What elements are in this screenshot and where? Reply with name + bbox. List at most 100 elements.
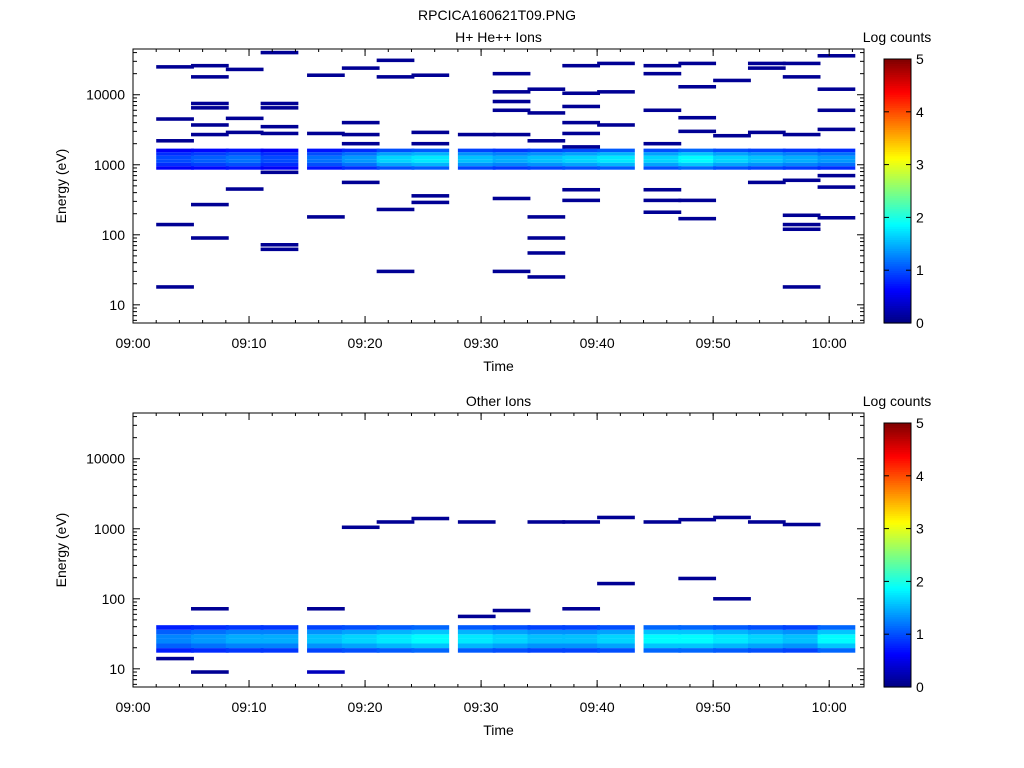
- band-cell: [678, 638, 717, 644]
- data-cell: [341, 66, 380, 70]
- band-cell: [492, 629, 531, 635]
- colorbar-segment: [884, 109, 911, 113]
- colorbar-segment: [884, 431, 911, 435]
- band-cell: [341, 166, 380, 170]
- colorbar-segment: [884, 546, 911, 549]
- band-cell: [457, 638, 496, 644]
- band-cell: [562, 638, 601, 644]
- data-cell: [411, 130, 450, 135]
- data-cell: [457, 520, 496, 524]
- colorbar-segment: [884, 263, 911, 267]
- data-cell: [376, 58, 415, 63]
- band-cell: [562, 148, 601, 153]
- band-cell: [225, 159, 264, 163]
- band-cell: [597, 625, 635, 630]
- data-cell: [678, 517, 717, 522]
- band-cell: [747, 159, 786, 163]
- band-cell: [156, 155, 194, 160]
- data-cell: [678, 198, 717, 203]
- band-cell: [411, 159, 450, 163]
- band-cell: [457, 629, 496, 635]
- colorbar-segment: [884, 215, 911, 218]
- band-cell: [678, 152, 717, 156]
- band-cell: [341, 629, 380, 635]
- band-cell: [492, 166, 531, 170]
- data-cell: [747, 520, 786, 524]
- band-cell: [562, 634, 601, 639]
- data-cell: [492, 608, 531, 613]
- colorbar-segment: [884, 491, 911, 494]
- band-cell: [260, 634, 299, 639]
- colorbar-segment: [884, 314, 911, 317]
- data-cell: [411, 194, 450, 198]
- colorbar-segment: [884, 632, 911, 635]
- colorbar-segment: [884, 312, 911, 315]
- data-cell: [747, 66, 786, 70]
- colorbar-segment: [884, 475, 911, 479]
- colorbar-segment: [884, 305, 911, 309]
- colorbar-segment: [884, 162, 911, 166]
- colorbar-segment: [884, 438, 911, 442]
- data-cell: [817, 173, 856, 178]
- colorbar-segment: [884, 221, 911, 225]
- colorbar-segment: [884, 654, 911, 657]
- band-cell: [411, 643, 450, 649]
- colorbar-segment: [884, 541, 911, 545]
- band-cell: [597, 162, 635, 167]
- data-cell: [492, 71, 531, 76]
- band-cell: [527, 643, 566, 649]
- band-cell: [747, 638, 786, 644]
- band-cell: [341, 162, 380, 167]
- colorbar-segment: [884, 462, 911, 466]
- band-cell: [376, 152, 415, 156]
- colorbar-segment: [884, 320, 911, 324]
- colorbar-segment: [884, 533, 911, 536]
- band-cell: [191, 625, 229, 630]
- band-cell: [260, 625, 299, 630]
- colorbar-segment: [884, 440, 911, 444]
- colorbar-segment: [884, 519, 911, 523]
- band-cell: [376, 643, 415, 649]
- band-cell: [156, 634, 194, 639]
- band-cell: [341, 159, 380, 163]
- band-cell: [376, 155, 415, 160]
- colorbar-segment: [884, 508, 911, 512]
- band-cell: [817, 148, 856, 153]
- data-cell: [597, 515, 635, 520]
- band-cell: [527, 159, 566, 163]
- colorbar-segment: [884, 103, 911, 106]
- colorbar-label: Log counts: [863, 29, 932, 45]
- band-cell: [411, 148, 450, 153]
- colorbar-tick-label: 4: [916, 468, 924, 484]
- colorbar-segment: [884, 287, 911, 291]
- band-cell: [260, 162, 299, 167]
- data-cell: [678, 115, 717, 120]
- colorbar-segment: [884, 92, 911, 95]
- colorbar-segment: [884, 118, 911, 122]
- data-cell: [597, 61, 635, 66]
- data-cell: [156, 117, 194, 121]
- colorbar-segment: [884, 309, 911, 313]
- data-cell: [817, 216, 856, 220]
- colorbar-segment: [884, 166, 911, 170]
- colorbar-segment: [884, 78, 911, 82]
- data-cell: [713, 515, 751, 520]
- colorbar-segment: [884, 268, 911, 271]
- x-tick-label: 10:00: [812, 335, 847, 351]
- band-cell: [643, 638, 682, 644]
- band-cell: [747, 625, 786, 630]
- colorbar-segment: [884, 160, 911, 163]
- colorbar-segment: [884, 67, 911, 71]
- colorbar-segment: [884, 572, 911, 576]
- colorbar-segment: [884, 684, 911, 688]
- data-cell: [782, 132, 821, 137]
- colorbar-segment: [884, 186, 911, 190]
- colorbar-segment: [884, 473, 911, 477]
- colorbar-segment: [884, 445, 911, 448]
- colorbar-segment: [884, 252, 911, 256]
- band-cell: [156, 159, 194, 163]
- colorbar-frame: [883, 422, 912, 688]
- band-cell: [678, 166, 717, 170]
- colorbar-segment: [884, 526, 911, 530]
- band-cell: [307, 152, 345, 156]
